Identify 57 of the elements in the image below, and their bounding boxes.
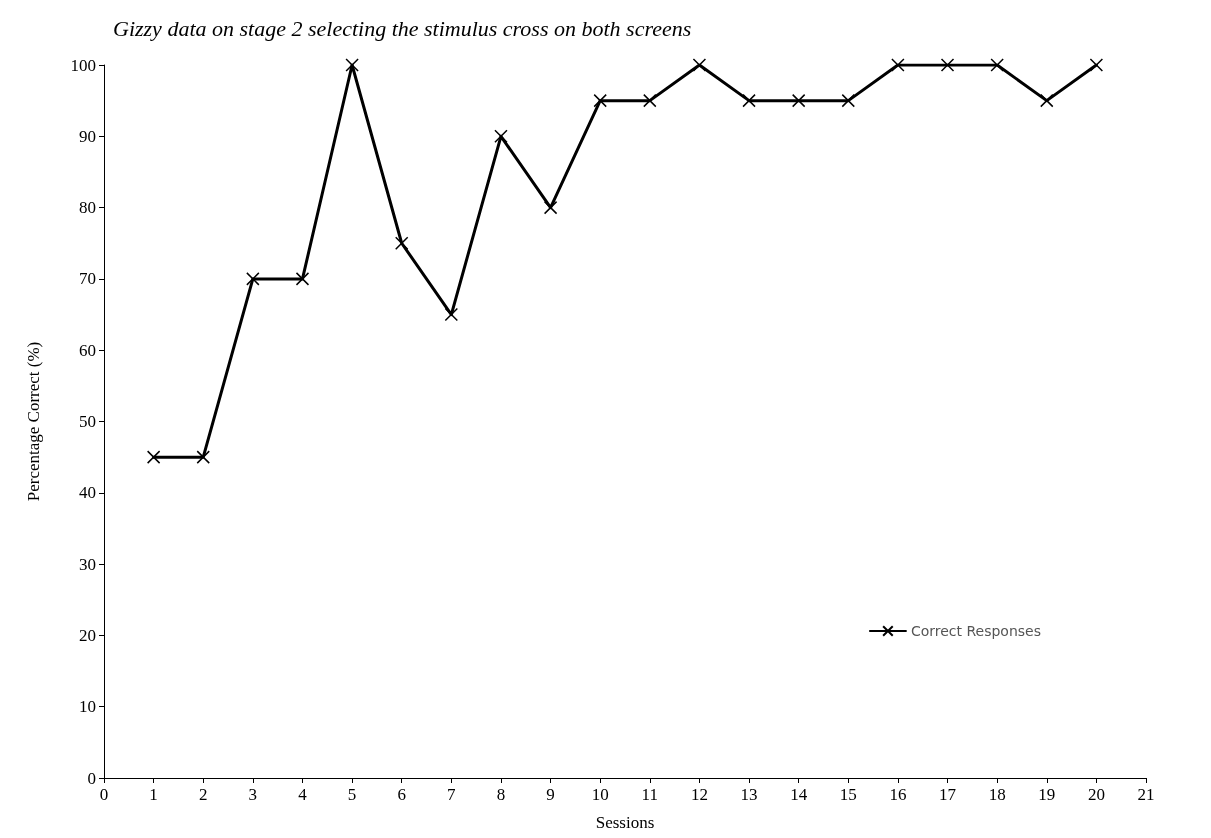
y-tick-label: 100 (70, 55, 96, 75)
y-tick-label: 0 (87, 768, 96, 788)
point (345, 58, 359, 72)
x-tick-label: 10 (591, 785, 609, 804)
point (643, 93, 657, 108)
x-tick-label: 11 (641, 785, 658, 804)
point (494, 129, 508, 144)
x-tick-label: 18 (988, 785, 1006, 804)
x-tick-label: 19 (1038, 785, 1056, 804)
x-tick-label: 1 (149, 785, 158, 804)
x-tick-label: 4 (298, 785, 308, 804)
y-axis-title: Percentage Correct (%) (24, 341, 43, 502)
x-tick-label: 12 (690, 785, 708, 804)
x-axis-title: Sessions (595, 813, 655, 832)
x-tick-label: 15 (839, 785, 857, 804)
x-tick-label: 7 (447, 785, 457, 804)
chart-title: Gizzy data on stage 2 selecting the stimulus cross on both screens (113, 15, 692, 41)
point (1040, 93, 1054, 108)
point (940, 58, 955, 72)
point (146, 450, 161, 464)
x-tick-label: 20 (1087, 785, 1105, 804)
point (444, 307, 459, 322)
point (990, 58, 1004, 72)
y-tick-label: 80 (79, 198, 96, 218)
y-tick-label: 90 (79, 126, 96, 146)
point (841, 93, 856, 108)
y-tick-label: 60 (79, 340, 96, 360)
x-tick-label: 8 (496, 785, 506, 804)
y-tick-label: 20 (79, 625, 96, 645)
y-tick-label: 40 (79, 483, 96, 503)
point (891, 58, 905, 72)
x-tick-label: 21 (1137, 785, 1155, 804)
x-tick-label: 9 (546, 785, 555, 804)
y-tick-label: 10 (79, 697, 96, 717)
x-tick-label: 0 (99, 785, 109, 804)
point (1089, 58, 1104, 72)
x-tick-label: 17 (939, 785, 957, 804)
point (593, 93, 607, 108)
x-tick-label: 6 (397, 785, 406, 804)
point (394, 236, 409, 250)
x-tick-label: 14 (790, 785, 808, 804)
y-tick-label: 50 (79, 412, 96, 431)
point (246, 272, 260, 286)
point (742, 93, 756, 108)
x-tick-label: 2 (198, 785, 208, 804)
point (543, 200, 558, 215)
y-tick-label: 30 (79, 554, 96, 574)
x-tick-label: 16 (889, 785, 907, 804)
point (692, 58, 707, 72)
point (791, 93, 806, 108)
point (196, 450, 210, 464)
y-tick-label: 70 (79, 269, 96, 289)
point (295, 272, 310, 286)
x-tick-label: 3 (248, 785, 258, 804)
x-tick-label: 5 (347, 785, 357, 804)
legend-label: Correct Responses (910, 623, 1042, 639)
x-tick-label: 13 (740, 785, 758, 804)
